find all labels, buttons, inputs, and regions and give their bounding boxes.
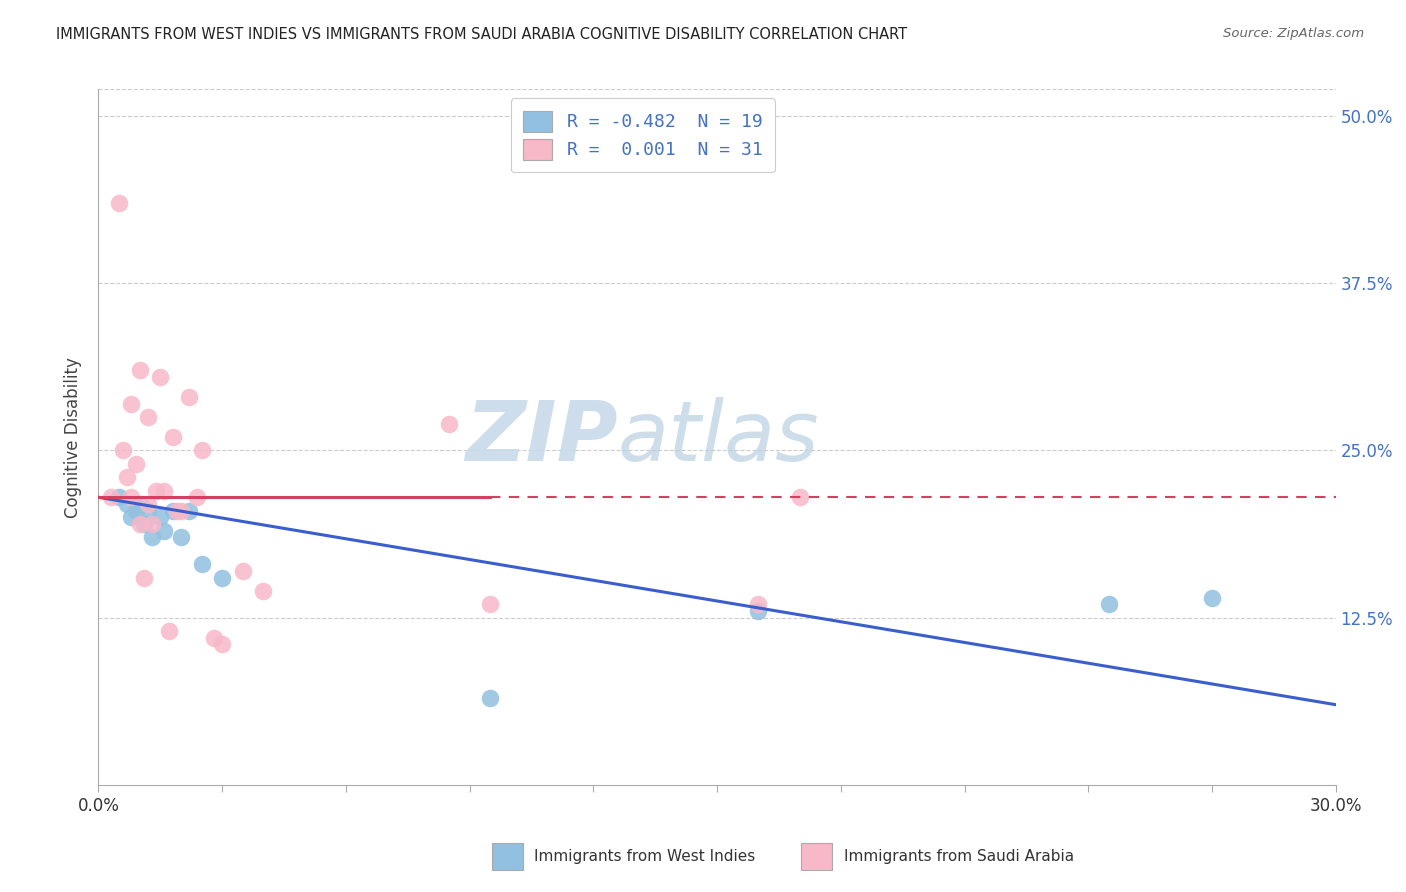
Point [112, 443, 135, 458]
Point [128, 363, 150, 377]
Point [157, 624, 180, 639]
Point [128, 516, 150, 531]
Legend: R = -0.482  N = 19, R =  0.001  N = 31: R = -0.482 N = 19, R = 0.001 N = 31 [510, 98, 775, 172]
Point [202, 631, 225, 645]
Point [141, 516, 163, 531]
Point [170, 503, 193, 517]
Point [479, 598, 502, 612]
Point [124, 457, 146, 471]
Text: atlas: atlas [619, 397, 820, 477]
Point [136, 497, 159, 511]
Point [190, 443, 212, 458]
Point [166, 503, 188, 517]
Point [108, 490, 131, 504]
Point [211, 571, 233, 585]
Point [120, 396, 142, 410]
Point [149, 369, 172, 384]
Point [1201, 591, 1223, 605]
Point [747, 604, 769, 618]
Point [211, 637, 233, 651]
Point [136, 410, 159, 425]
Point [179, 390, 201, 404]
Point [153, 483, 176, 498]
Point [132, 571, 155, 585]
Point [747, 598, 769, 612]
Point [1098, 598, 1121, 612]
Point [252, 584, 274, 599]
Point [170, 530, 193, 544]
Point [141, 530, 163, 544]
Point [162, 430, 184, 444]
Point [232, 564, 254, 578]
Point [479, 690, 502, 705]
Point [124, 503, 146, 517]
Point [132, 516, 155, 531]
Point [117, 497, 139, 511]
Point [149, 510, 172, 524]
Point [108, 196, 131, 211]
Point [117, 470, 139, 484]
Text: ZIP: ZIP [465, 397, 619, 477]
Text: Immigrants from Saudi Arabia: Immigrants from Saudi Arabia [844, 849, 1074, 863]
Point [136, 503, 159, 517]
Point [789, 490, 811, 504]
Text: Source: ZipAtlas.com: Source: ZipAtlas.com [1223, 27, 1364, 40]
Y-axis label: Cognitive Disability: Cognitive Disability [65, 357, 83, 517]
Point [437, 417, 460, 431]
Point [128, 497, 150, 511]
Point [120, 490, 142, 504]
Text: IMMIGRANTS FROM WEST INDIES VS IMMIGRANTS FROM SAUDI ARABIA COGNITIVE DISABILITY: IMMIGRANTS FROM WEST INDIES VS IMMIGRANT… [56, 27, 907, 42]
Point [162, 503, 184, 517]
Point [100, 490, 122, 504]
Point [120, 510, 142, 524]
Point [186, 490, 208, 504]
Point [153, 524, 176, 538]
Text: Immigrants from West Indies: Immigrants from West Indies [534, 849, 755, 863]
Point [145, 483, 167, 498]
Point [190, 557, 212, 572]
Point [179, 503, 201, 517]
